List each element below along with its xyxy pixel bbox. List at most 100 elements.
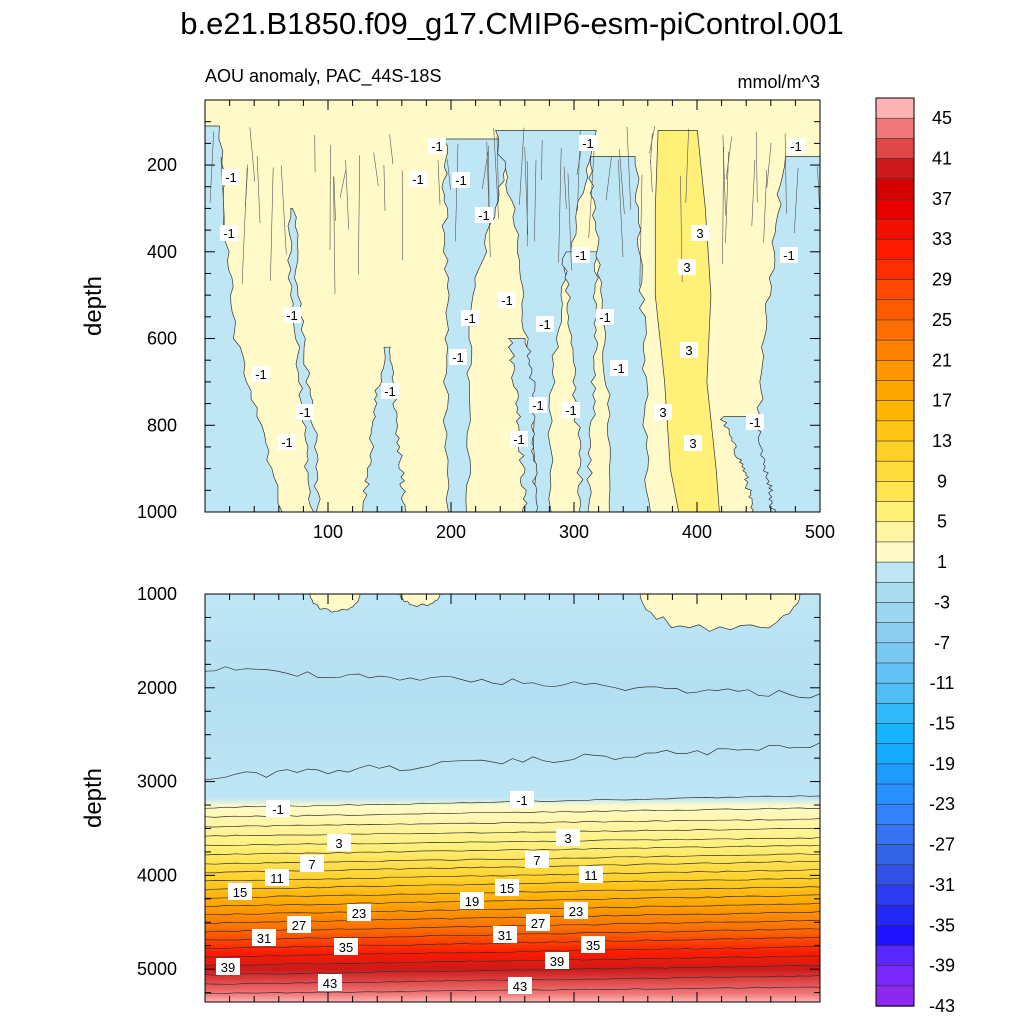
svg-text:-1: -1 — [790, 139, 802, 154]
svg-text:-1: -1 — [749, 415, 761, 430]
colorbar-label: 17 — [932, 391, 952, 411]
contour-label: 23 — [347, 904, 371, 921]
contour-label: 39 — [545, 952, 569, 969]
x-tick-label: 400 — [682, 522, 712, 542]
svg-text:-1: -1 — [455, 173, 467, 188]
contour-label: 43 — [508, 977, 532, 994]
contour-line — [205, 827, 820, 837]
svg-text:-1: -1 — [255, 367, 267, 382]
colorbar-label: 45 — [932, 108, 952, 128]
svg-text:39: 39 — [550, 954, 564, 969]
colorbar-box — [875, 561, 915, 583]
lower-contour-labels: -1 -1 3 3 7 7 11 11 15 15 19 23 23 27 27 31 31 35 35 39 39 43… — [216, 791, 605, 994]
colorbar-box — [875, 662, 915, 684]
positive-patch — [309, 594, 361, 613]
y-tick-label: 4000 — [137, 865, 177, 885]
negative-region — [719, 416, 776, 512]
svg-text:-1: -1 — [299, 405, 311, 420]
contour-label: 31 — [252, 929, 276, 946]
contour-line — [650, 160, 653, 193]
colorbar-box — [875, 380, 915, 402]
svg-text:3: 3 — [685, 343, 692, 358]
contour-label: 15 — [495, 879, 519, 896]
contour-label: -1 — [381, 383, 399, 399]
colorbar-box — [875, 602, 915, 624]
svg-text:-1: -1 — [281, 435, 293, 450]
svg-text:11: 11 — [584, 868, 598, 883]
svg-text:-1: -1 — [599, 310, 611, 325]
svg-text:19: 19 — [465, 894, 479, 909]
contour-label: -1 — [510, 431, 528, 447]
colorbar-box — [875, 703, 915, 725]
colorbar-box — [875, 481, 915, 503]
contour-line — [650, 133, 653, 164]
contour-line — [209, 131, 214, 203]
negative-region — [507, 338, 539, 512]
contour-label: 43 — [318, 974, 342, 991]
contour-line — [541, 140, 543, 181]
colorbar-label: -31 — [929, 875, 955, 895]
contour-line — [220, 156, 226, 232]
contour-label: -1 — [296, 404, 314, 420]
colorbar-boxes — [875, 97, 915, 1007]
svg-text:-1: -1 — [565, 403, 577, 418]
colorbar-box — [875, 743, 915, 765]
contour-line — [205, 868, 820, 882]
contour-label: -1 — [529, 397, 547, 413]
contour-label: 35 — [581, 936, 605, 953]
colorbar-label: -15 — [929, 714, 955, 734]
contour-label: 3 — [684, 435, 702, 451]
colorbar-label: 41 — [932, 149, 952, 169]
contour-line — [270, 167, 274, 281]
colorbar-frame — [875, 97, 915, 1007]
negative-region — [362, 346, 407, 512]
colorbar-box — [875, 904, 915, 926]
contour-line — [205, 965, 820, 976]
colorbar-label: 29 — [932, 270, 952, 290]
contour-line — [205, 807, 820, 818]
lower-panel: 1000 2000 3000 4000 5000 -1 -1 3 3 7 7 11 11 15 15 19 2… — [80, 584, 821, 1003]
contour-line — [755, 131, 758, 203]
colorbar-label: -35 — [929, 915, 955, 935]
contour-line — [605, 156, 612, 201]
colorbar-box — [875, 682, 915, 705]
contour-label: -1 — [572, 247, 590, 263]
colorbar-box — [875, 238, 915, 261]
contour-label: -1 — [452, 172, 470, 188]
svg-text:7: 7 — [533, 853, 540, 868]
contour-line — [486, 141, 491, 258]
contour-label: 3 — [680, 342, 698, 358]
svg-text:35: 35 — [339, 940, 353, 955]
y-tick-label: 1000 — [137, 502, 177, 522]
lower-positive-patches — [309, 594, 801, 632]
svg-text:15: 15 — [233, 885, 247, 900]
svg-text:-1: -1 — [272, 802, 284, 817]
colorbar-box — [875, 501, 915, 523]
colorbar-box — [875, 864, 915, 886]
contour-line — [205, 955, 820, 967]
contour-label: -1 — [746, 414, 764, 430]
svg-text:43: 43 — [323, 976, 337, 991]
upper-frame — [204, 99, 821, 513]
colorbar-box — [875, 460, 915, 483]
contour-line — [482, 152, 489, 189]
colorbar-box — [875, 824, 915, 846]
colorbar-box — [875, 965, 915, 987]
svg-text:-1: -1 — [501, 293, 513, 308]
contour-label: 27 — [526, 914, 550, 931]
colorbar-label: -3 — [934, 592, 950, 612]
contour-line — [722, 146, 724, 265]
colorbar-box — [875, 541, 915, 563]
contour-line — [567, 173, 572, 271]
contour-line — [763, 169, 768, 243]
colorbar-box — [875, 158, 915, 180]
contour-label: -1 — [498, 292, 516, 308]
variable-subtitle: AOU anomaly, PAC_44S-18S — [205, 66, 441, 87]
contour-line — [685, 128, 689, 203]
colorbar-label: 21 — [932, 350, 952, 370]
svg-text:-1: -1 — [452, 350, 464, 365]
contour-label: -1 — [278, 434, 296, 450]
contour-line — [725, 151, 729, 243]
colorbar-box — [875, 117, 915, 140]
svg-text:-1: -1 — [464, 311, 476, 326]
